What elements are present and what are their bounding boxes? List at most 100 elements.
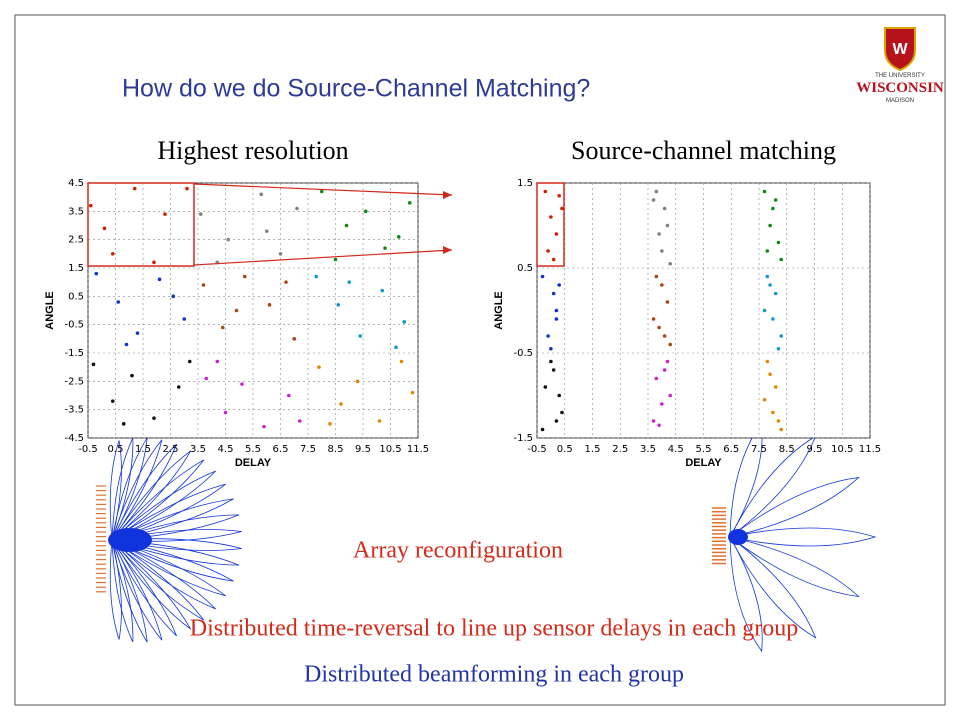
- point: [292, 337, 297, 341]
- beam-lobe: [111, 539, 205, 621]
- point: [201, 283, 206, 287]
- point: [662, 334, 667, 338]
- point: [223, 410, 228, 415]
- point: [402, 320, 407, 324]
- point: [344, 223, 349, 228]
- x-tick-label: 5.5: [696, 444, 712, 455]
- point: [355, 379, 360, 384]
- point: [94, 271, 99, 276]
- point: [549, 215, 553, 219]
- beam-lobe: [111, 539, 177, 637]
- point: [204, 376, 209, 381]
- y-tick-label: 0.5: [517, 263, 533, 274]
- point: [410, 390, 415, 395]
- point: [377, 419, 382, 423]
- y-tick-label: 1.5: [517, 178, 533, 189]
- point: [662, 206, 667, 211]
- point: [234, 308, 239, 313]
- beam-lobe: [729, 536, 817, 639]
- point: [776, 240, 781, 245]
- beam-lobe: [111, 539, 216, 610]
- beam-lobe: [111, 539, 134, 643]
- slide-title: How do we do Source-Channel Matching?: [122, 75, 590, 103]
- highlight-box: [536, 182, 565, 267]
- logo: W THE UNIVERSITY WISCONSIN MADISON: [856, 27, 944, 104]
- beam-lobe: [111, 443, 177, 541]
- x-tick-label: 1.5: [585, 444, 601, 455]
- point: [549, 346, 553, 351]
- y-tick-label: -1.5: [64, 348, 84, 359]
- point: [654, 376, 659, 381]
- point: [297, 419, 302, 423]
- x-tick-label: 4.5: [218, 444, 234, 455]
- x-tick-label: 6.5: [723, 444, 739, 455]
- point: [339, 402, 343, 406]
- point: [665, 223, 670, 228]
- point: [657, 423, 661, 428]
- point: [771, 410, 775, 415]
- point: [557, 283, 561, 287]
- point: [665, 300, 670, 304]
- point: [110, 399, 115, 403]
- point: [380, 288, 385, 293]
- y-tick-label: 0.5: [68, 291, 84, 302]
- point: [773, 198, 778, 202]
- point: [557, 393, 561, 398]
- chart-title: Source-channel matching: [571, 136, 836, 165]
- point: [668, 342, 672, 347]
- y-tick-label: 4.5: [68, 178, 84, 189]
- point: [551, 257, 556, 262]
- point: [779, 257, 783, 262]
- point: [319, 189, 324, 194]
- x-tick-label: 11.5: [859, 444, 881, 455]
- point: [657, 325, 661, 330]
- point: [187, 359, 192, 364]
- point: [779, 334, 783, 338]
- arrow-head: [443, 191, 452, 199]
- point: [557, 193, 561, 198]
- point: [91, 362, 96, 367]
- beam-lobe: [729, 476, 860, 538]
- point: [762, 397, 767, 402]
- point: [124, 342, 129, 347]
- x-tick-label: 10.5: [831, 444, 853, 455]
- point: [226, 237, 231, 242]
- point: [765, 359, 770, 364]
- beam-lobe: [109, 440, 122, 541]
- x-tick-label: 6.5: [273, 444, 289, 455]
- point: [668, 261, 672, 266]
- point: [328, 422, 332, 426]
- beam-lobe: [729, 435, 817, 538]
- point: [407, 201, 412, 205]
- beam-lobe: [111, 459, 205, 541]
- beam-lobe: [729, 536, 763, 653]
- x-tick-label: 4.5: [668, 444, 684, 455]
- beam-lobe: [111, 539, 226, 597]
- beam-lobe: [729, 421, 763, 538]
- point: [654, 189, 659, 194]
- beam-lobe: [111, 439, 163, 541]
- y-tick-label: 3.5: [68, 206, 84, 217]
- logo-text: MADISON: [886, 98, 914, 104]
- point: [560, 410, 564, 415]
- x-tick-label: 2.5: [163, 444, 179, 455]
- point: [132, 186, 137, 191]
- point: [363, 209, 368, 214]
- point: [768, 283, 772, 287]
- x-tick-label: 11.5: [407, 444, 429, 455]
- point: [130, 373, 134, 378]
- point: [660, 283, 664, 287]
- point: [198, 212, 203, 216]
- point: [102, 226, 107, 231]
- x-tick-label: -0.5: [527, 444, 547, 455]
- y-tick-label: -1.5: [513, 433, 533, 444]
- point: [182, 317, 187, 321]
- beam-core: [728, 529, 748, 545]
- point: [771, 317, 775, 321]
- x-tick-label: 7.5: [751, 444, 767, 455]
- beam-lobe: [111, 539, 163, 641]
- point: [660, 402, 664, 406]
- point: [242, 274, 247, 279]
- point: [383, 246, 387, 250]
- point: [551, 291, 556, 296]
